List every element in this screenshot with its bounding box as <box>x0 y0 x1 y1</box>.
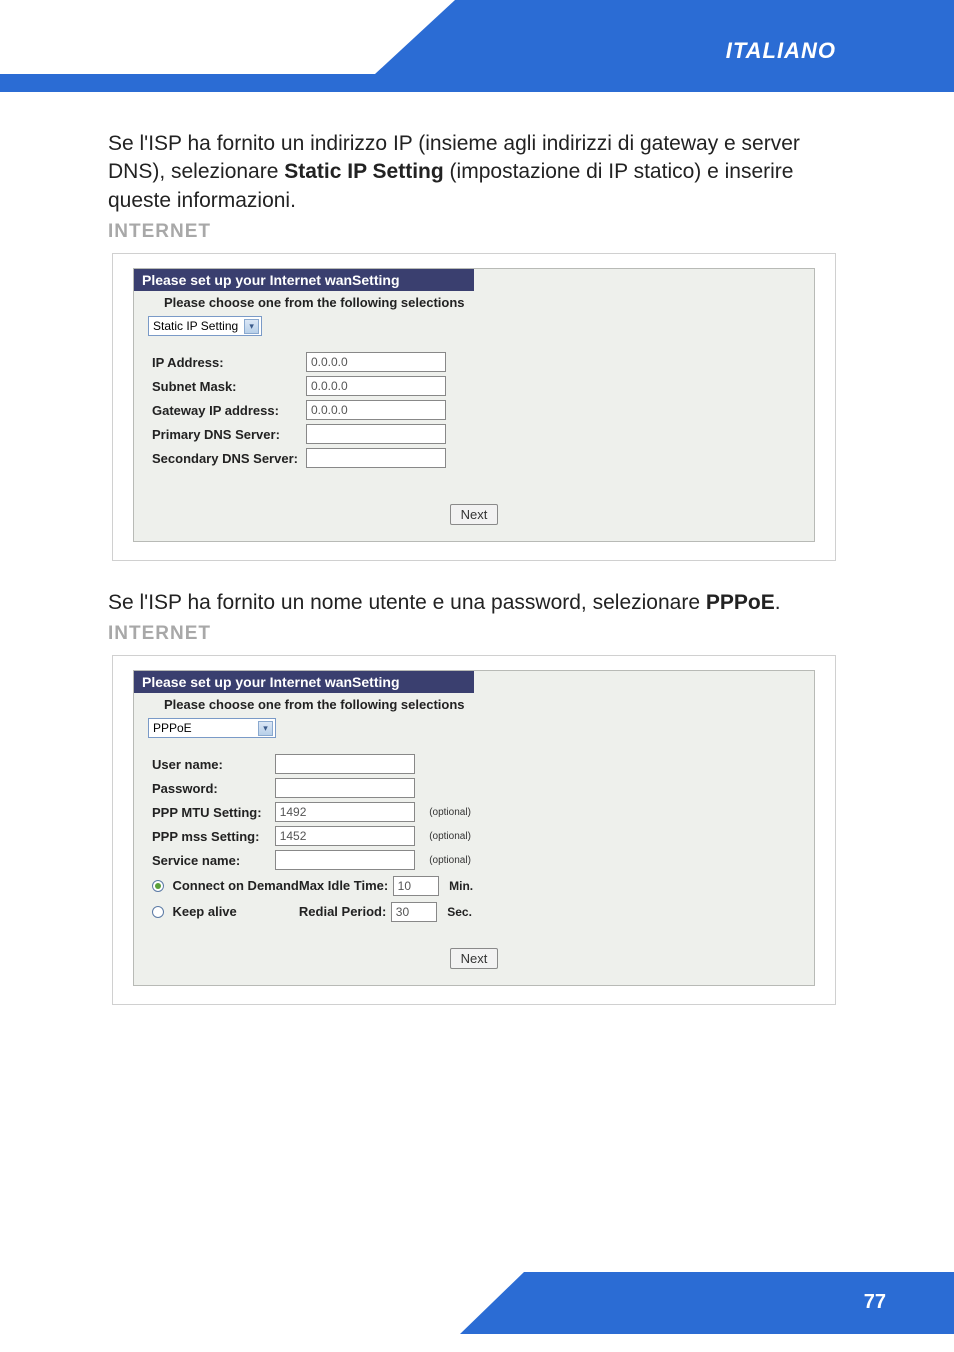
password-input[interactable] <box>275 778 415 798</box>
username-input[interactable] <box>275 754 415 774</box>
header-wedge <box>375 0 455 74</box>
config-panel-pppoe: Please set up your Internet wanSetting P… <box>133 670 815 986</box>
intro2-bold: PPPoE <box>706 591 775 614</box>
next-button-2[interactable]: Next <box>450 948 499 969</box>
intro-paragraph-2: Se l'ISP ha fornito un nome utente e una… <box>108 589 840 617</box>
idle-unit: Min. <box>443 879 473 893</box>
secondary-dns-input[interactable] <box>306 448 446 468</box>
subnet-mask-input[interactable] <box>306 376 446 396</box>
next-button[interactable]: Next <box>450 504 499 525</box>
connect-on-demand-radio[interactable] <box>152 880 164 892</box>
header-cutout-rect <box>108 0 375 74</box>
config-panel-static: Please set up your Internet wanSetting P… <box>133 268 815 542</box>
pppoe-form: User name: Password: PPP MTU Setting: (o… <box>148 752 477 924</box>
gateway-label: Gateway IP address: <box>148 398 302 422</box>
chevron-down-icon: ▾ <box>258 721 273 736</box>
wan-type-select[interactable]: Static IP Setting ▾ <box>148 316 262 336</box>
max-idle-input[interactable] <box>393 876 439 896</box>
select-value: Static IP Setting <box>153 319 244 333</box>
gateway-input[interactable] <box>306 400 446 420</box>
section-title-internet-1: INTERNET <box>108 221 840 243</box>
service-optional: (optional) <box>425 848 477 872</box>
intro2-pre: Se l'ISP ha fornito un nome utente e una… <box>108 591 706 614</box>
connect-on-demand-label: Connect on Demand <box>172 878 298 893</box>
header-banner: ITALIANO <box>0 0 954 92</box>
select-value-pppoe: PPPoE <box>153 721 198 735</box>
subnet-mask-label: Subnet Mask: <box>148 374 302 398</box>
page-content: Se l'ISP ha fornito un indirizzo IP (ins… <box>108 130 840 1033</box>
service-name-input[interactable] <box>275 850 415 870</box>
mtu-input[interactable] <box>275 802 415 822</box>
footer-wedge <box>460 1272 524 1334</box>
mss-input[interactable] <box>275 826 415 846</box>
panel-instruction: Please choose one from the following sel… <box>134 291 814 314</box>
screenshot-panel-static: Please set up your Internet wanSetting P… <box>112 253 836 561</box>
footer-cutout <box>0 1272 460 1334</box>
wan-type-select-pppoe[interactable]: PPPoE ▾ <box>148 718 276 738</box>
panel-instruction-2: Please choose one from the following sel… <box>134 693 814 716</box>
header-cutout <box>0 0 108 74</box>
password-label: Password: <box>148 776 271 800</box>
screenshot-panel-pppoe: Please set up your Internet wanSetting P… <box>112 655 836 1005</box>
redial-period-label: Redial Period: <box>299 904 386 919</box>
footer-bottom-strip <box>0 1334 954 1352</box>
page-number: 77 <box>864 1291 886 1314</box>
max-idle-label: Max Idle Time: <box>299 878 388 893</box>
ip-address-input[interactable] <box>306 352 446 372</box>
mtu-optional: (optional) <box>425 800 477 824</box>
redial-unit: Sec. <box>441 905 472 919</box>
static-ip-form: IP Address: Subnet Mask: Gateway IP addr… <box>148 350 450 470</box>
intro1-bold: Static IP Setting <box>284 160 443 183</box>
language-label: ITALIANO <box>726 38 836 64</box>
intro-paragraph-1: Se l'ISP ha fornito un indirizzo IP (ins… <box>108 130 840 215</box>
primary-dns-label: Primary DNS Server: <box>148 422 302 446</box>
mtu-label: PPP MTU Setting: <box>148 800 271 824</box>
redial-period-input[interactable] <box>391 902 437 922</box>
username-label: User name: <box>148 752 271 776</box>
panel-title: Please set up your Internet wanSetting <box>134 269 474 291</box>
keep-alive-label: Keep alive <box>172 904 294 919</box>
keep-alive-radio[interactable] <box>152 906 164 918</box>
panel-title-2: Please set up your Internet wanSetting <box>134 671 474 693</box>
mss-optional: (optional) <box>425 824 477 848</box>
mss-label: PPP mss Setting: <box>148 824 271 848</box>
secondary-dns-label: Secondary DNS Server: <box>148 446 302 470</box>
ip-address-label: IP Address: <box>148 350 302 374</box>
service-name-label: Service name: <box>148 848 271 872</box>
section-title-internet-2: INTERNET <box>108 623 840 645</box>
primary-dns-input[interactable] <box>306 424 446 444</box>
chevron-down-icon: ▾ <box>244 319 259 334</box>
footer-banner: 77 <box>0 1272 954 1352</box>
intro2-post: . <box>775 591 781 614</box>
